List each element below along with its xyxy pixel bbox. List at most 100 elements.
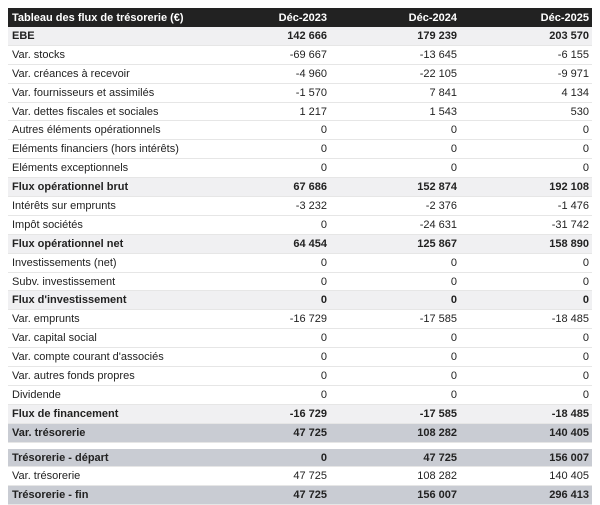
value-cell: 0: [330, 366, 460, 386]
value-cell: 0: [200, 347, 330, 368]
value-cell: 152 874: [330, 177, 460, 198]
value-cell: -24 631: [330, 215, 460, 235]
value-cell: 0: [200, 253, 330, 273]
value-cell: 47 725: [200, 466, 330, 487]
value-cell: -9 971: [460, 64, 592, 84]
value-cell: 0: [330, 272, 460, 292]
value-cell: 156 007: [330, 485, 460, 505]
value-cell: 47 725: [200, 423, 330, 443]
table-row: Subv. investissement 0 0 0: [8, 272, 592, 292]
table-row: Flux de financement -16 729 -17 585 -18 485: [8, 404, 592, 424]
value-cell: 0: [200, 385, 330, 405]
value-cell: 108 282: [330, 466, 460, 487]
row-label: Var. trésorerie: [8, 423, 200, 443]
row-label: Var. capital social: [8, 328, 200, 349]
table-row: Trésorerie - départ 0 47 725 156 007: [8, 448, 592, 468]
table-row: Var. capital social 0 0 0: [8, 328, 592, 349]
value-cell: 0: [200, 120, 330, 141]
value-cell: 0: [200, 158, 330, 179]
cash-flow-table: Tableau des flux de trésorerie (€) Déc-20…: [8, 8, 592, 443]
value-cell: 192 108: [460, 177, 592, 198]
value-cell: 0: [330, 328, 460, 349]
value-cell: 7 841: [330, 83, 460, 103]
value-cell: 0: [460, 328, 592, 349]
value-cell: 0: [460, 347, 592, 368]
row-label: Var. emprunts: [8, 309, 200, 330]
row-label: Var. stocks: [8, 45, 200, 65]
value-cell: -31 742: [460, 215, 592, 235]
table-row: Var. compte courant d'associés 0 0 0: [8, 347, 592, 368]
value-cell: 0: [200, 448, 330, 468]
value-cell: 108 282: [330, 423, 460, 443]
table-row: Flux d'investissement 0 0 0: [8, 290, 592, 311]
value-cell: 158 890: [460, 234, 592, 254]
value-cell: 296 413: [460, 485, 592, 505]
value-cell: -1 476: [460, 196, 592, 216]
treasury-table: Trésorerie - départ 0 47 725 156 007 Var. tr…: [8, 448, 592, 505]
table-row: Investissements (net) 0 0 0: [8, 253, 592, 273]
value-cell: -69 667: [200, 45, 330, 65]
value-cell: 0: [200, 215, 330, 235]
table-row: Var. trésorerie 47 725 108 282 140 405: [8, 423, 592, 443]
value-cell: 179 239: [330, 27, 460, 46]
value-cell: -17 585: [330, 404, 460, 424]
value-cell: -18 485: [460, 404, 592, 424]
value-cell: 0: [330, 347, 460, 368]
table-row: Var. emprunts -16 729 -17 585 -18 485: [8, 309, 592, 330]
row-label: Trésorerie - fin: [8, 485, 200, 505]
value-cell: 0: [460, 272, 592, 292]
row-label: Eléments exceptionnels: [8, 158, 200, 179]
row-label: Trésorerie - départ: [8, 448, 200, 468]
value-cell: -13 645: [330, 45, 460, 65]
value-cell: 125 867: [330, 234, 460, 254]
value-cell: 0: [330, 290, 460, 311]
value-cell: 67 686: [200, 177, 330, 198]
column-header: Déc-2025: [460, 8, 592, 27]
value-cell: 0: [200, 366, 330, 386]
table-row: Intérêts sur emprunts -3 232 -2 376 -1 476: [8, 196, 592, 216]
row-label: Dividende: [8, 385, 200, 405]
value-cell: 0: [200, 139, 330, 160]
table-row: Dividende 0 0 0: [8, 385, 592, 405]
value-cell: 0: [330, 139, 460, 160]
table-row: Trésorerie - fin 47 725 156 007 296 413: [8, 485, 592, 505]
value-cell: 0: [460, 253, 592, 273]
row-label: Var. créances à recevoir: [8, 64, 200, 84]
value-cell: -2 376: [330, 196, 460, 216]
table-row: Var. trésorerie 47 725 108 282 140 405: [8, 466, 592, 487]
row-label: Flux de financement: [8, 404, 200, 424]
row-label: Intérêts sur emprunts: [8, 196, 200, 216]
column-header: Déc-2024: [330, 8, 460, 27]
value-cell: 0: [330, 385, 460, 405]
table-row: Var. stocks -69 667 -13 645 -6 155: [8, 45, 592, 65]
value-cell: 4 134: [460, 83, 592, 103]
row-label: Flux opérationnel brut: [8, 177, 200, 198]
value-cell: -18 485: [460, 309, 592, 330]
table-row: Impôt sociétés 0 -24 631 -31 742: [8, 215, 592, 235]
table-row: Var. créances à recevoir -4 960 -22 105 -9 …: [8, 64, 592, 84]
value-cell: -4 960: [200, 64, 330, 84]
row-label: Var. autres fonds propres: [8, 366, 200, 386]
row-label: Var. dettes fiscales et sociales: [8, 102, 200, 122]
value-cell: 1 217: [200, 102, 330, 122]
row-label: EBE: [8, 27, 200, 46]
row-label: Flux d'investissement: [8, 290, 200, 311]
row-label: Eléments financiers (hors intérêts): [8, 139, 200, 160]
value-cell: 140 405: [460, 423, 592, 443]
column-header: Déc-2023: [200, 8, 330, 27]
row-label: Var. trésorerie: [8, 466, 200, 487]
value-cell: 156 007: [460, 448, 592, 468]
row-label: Subv. investissement: [8, 272, 200, 292]
row-label: Var. fournisseurs et assimilés: [8, 83, 200, 103]
value-cell: 0: [460, 385, 592, 405]
value-cell: 0: [460, 366, 592, 386]
table-row: Var. dettes fiscales et sociales 1 217 1 5…: [8, 102, 592, 122]
table-row: EBE 142 666 179 239 203 570: [8, 27, 592, 46]
value-cell: 0: [200, 290, 330, 311]
value-cell: 0: [460, 139, 592, 160]
row-label: Autres éléments opérationnels: [8, 120, 200, 141]
value-cell: -22 105: [330, 64, 460, 84]
value-cell: 140 405: [460, 466, 592, 487]
value-cell: 1 543: [330, 102, 460, 122]
value-cell: -1 570: [200, 83, 330, 103]
